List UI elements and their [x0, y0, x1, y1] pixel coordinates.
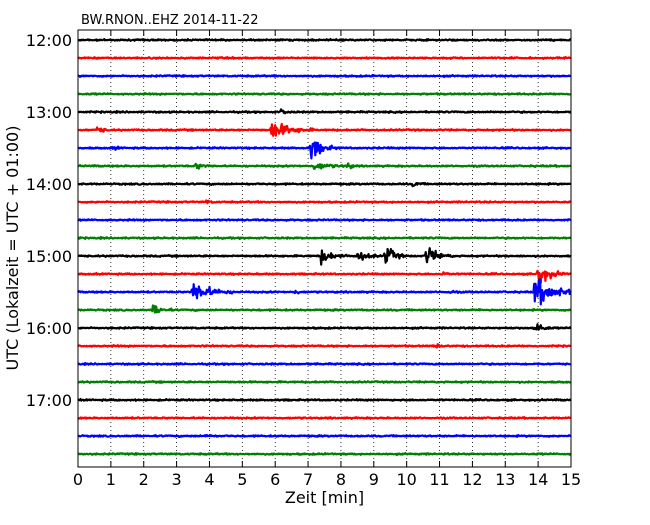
trace-line — [77, 416, 572, 420]
trace-line — [77, 452, 572, 457]
trace-line — [77, 199, 572, 205]
x-tick-label: 1 — [106, 470, 116, 489]
grid-lines — [110, 30, 539, 467]
trace-line — [77, 38, 572, 42]
trace-line — [77, 247, 572, 266]
x-tick-label: 7 — [303, 470, 313, 489]
trace-line — [77, 269, 572, 284]
y-tick-label: 12:00 — [26, 31, 72, 50]
x-tick-label: 12 — [462, 470, 482, 489]
trace-line — [77, 380, 572, 384]
x-tick-label: 14 — [528, 470, 548, 489]
trace-line — [77, 162, 572, 170]
trace-line — [77, 278, 572, 306]
y-tick-label: 17:00 — [26, 391, 72, 410]
x-tick-label: 10 — [396, 470, 416, 489]
plot-frame — [77, 29, 572, 468]
x-tick-label: 3 — [172, 470, 182, 489]
x-tick-label: 8 — [336, 470, 346, 489]
trace-line — [77, 122, 572, 137]
x-tick-label: 2 — [139, 470, 149, 489]
y-tick-label: 13:00 — [26, 103, 72, 122]
y-tick-label: 15:00 — [26, 247, 72, 266]
y-axis-label: UTC (Lokalzeit = UTC + 01:00) — [3, 126, 22, 371]
trace-line — [77, 56, 572, 61]
x-tick-label: 11 — [429, 470, 449, 489]
y-tick-label: 14:00 — [26, 175, 72, 194]
trace-line — [77, 108, 572, 115]
trace-line — [77, 235, 572, 241]
x-tick-label: 0 — [73, 470, 83, 489]
trace-line — [77, 304, 572, 314]
trace-line — [77, 398, 572, 402]
trace-line — [77, 361, 572, 367]
x-tick-label: 6 — [270, 470, 280, 489]
x-tick-label: 15 — [561, 470, 581, 489]
trace-line — [77, 92, 572, 96]
trace-line — [77, 181, 572, 188]
axis-ticks: 0 1 2 3 4 5 6 7 8 9 10 11 12 13 14 1512:0013:0014:0015:… — [26, 30, 581, 489]
trace-line — [77, 141, 572, 160]
trace-line — [77, 433, 572, 438]
x-tick-label: 13 — [495, 470, 515, 489]
trace-line — [77, 323, 572, 331]
x-tick-label: 5 — [237, 470, 247, 489]
trace-line — [77, 218, 572, 222]
x-axis-label: Zeit [min] — [285, 488, 364, 507]
trace-lines — [77, 38, 572, 457]
chart-title: BW.RNON..EHZ 2014-11-22 — [81, 13, 259, 28]
trace-line — [77, 74, 572, 79]
x-tick-label: 4 — [204, 470, 214, 489]
y-tick-label: 16:00 — [26, 319, 72, 338]
trace-line — [77, 343, 572, 349]
x-tick-label: 9 — [369, 470, 379, 489]
